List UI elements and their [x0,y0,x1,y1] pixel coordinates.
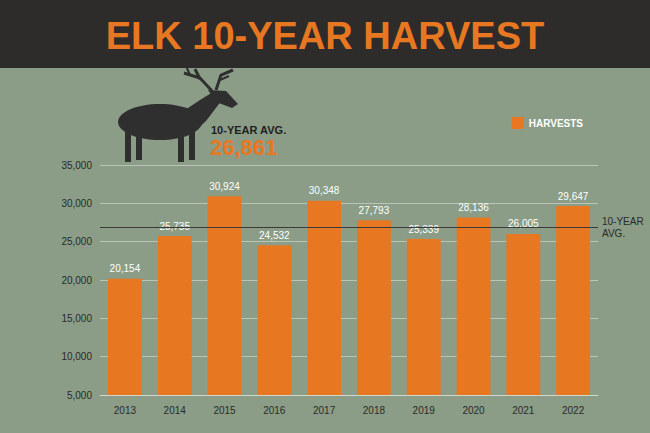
svg-text:5,000: 5,000 [67,390,92,401]
svg-text:28,136: 28,136 [458,202,489,213]
svg-text:27,793: 27,793 [359,205,390,216]
svg-text:2022: 2022 [562,405,585,416]
svg-text:25,339: 25,339 [408,224,439,235]
svg-text:2017: 2017 [313,405,336,416]
svg-text:10-YEAR: 10-YEAR [602,216,644,227]
svg-text:2014: 2014 [164,405,187,416]
svg-text:10,000: 10,000 [61,351,92,362]
svg-text:20,000: 20,000 [61,275,92,286]
svg-text:30,348: 30,348 [309,185,340,196]
svg-text:20,154: 20,154 [110,263,141,274]
svg-text:15,000: 15,000 [61,313,92,324]
svg-text:2015: 2015 [213,405,236,416]
svg-text:24,532: 24,532 [259,230,290,241]
svg-text:29,647: 29,647 [558,191,589,202]
svg-text:35,000: 35,000 [61,160,92,171]
svg-text:26,861: 26,861 [210,135,277,160]
svg-text:25,000: 25,000 [61,236,92,247]
svg-text:AVG.: AVG. [602,228,625,239]
svg-text:2019: 2019 [413,405,436,416]
svg-text:HARVESTS: HARVESTS [529,118,584,129]
svg-text:2021: 2021 [512,405,535,416]
svg-text:2018: 2018 [363,405,386,416]
svg-text:2020: 2020 [462,405,485,416]
svg-text:30,000: 30,000 [61,198,92,209]
svg-text:26,005: 26,005 [508,218,539,230]
svg-text:2016: 2016 [263,405,286,416]
svg-text:30,924: 30,924 [209,181,240,192]
svg-text:25,735: 25,735 [159,221,190,232]
svg-text:ELK 10-YEAR HARVEST: ELK 10-YEAR HARVEST [106,15,545,57]
svg-text:10-YEAR AVG.: 10-YEAR AVG. [211,123,287,136]
svg-text:2013: 2013 [114,405,137,416]
